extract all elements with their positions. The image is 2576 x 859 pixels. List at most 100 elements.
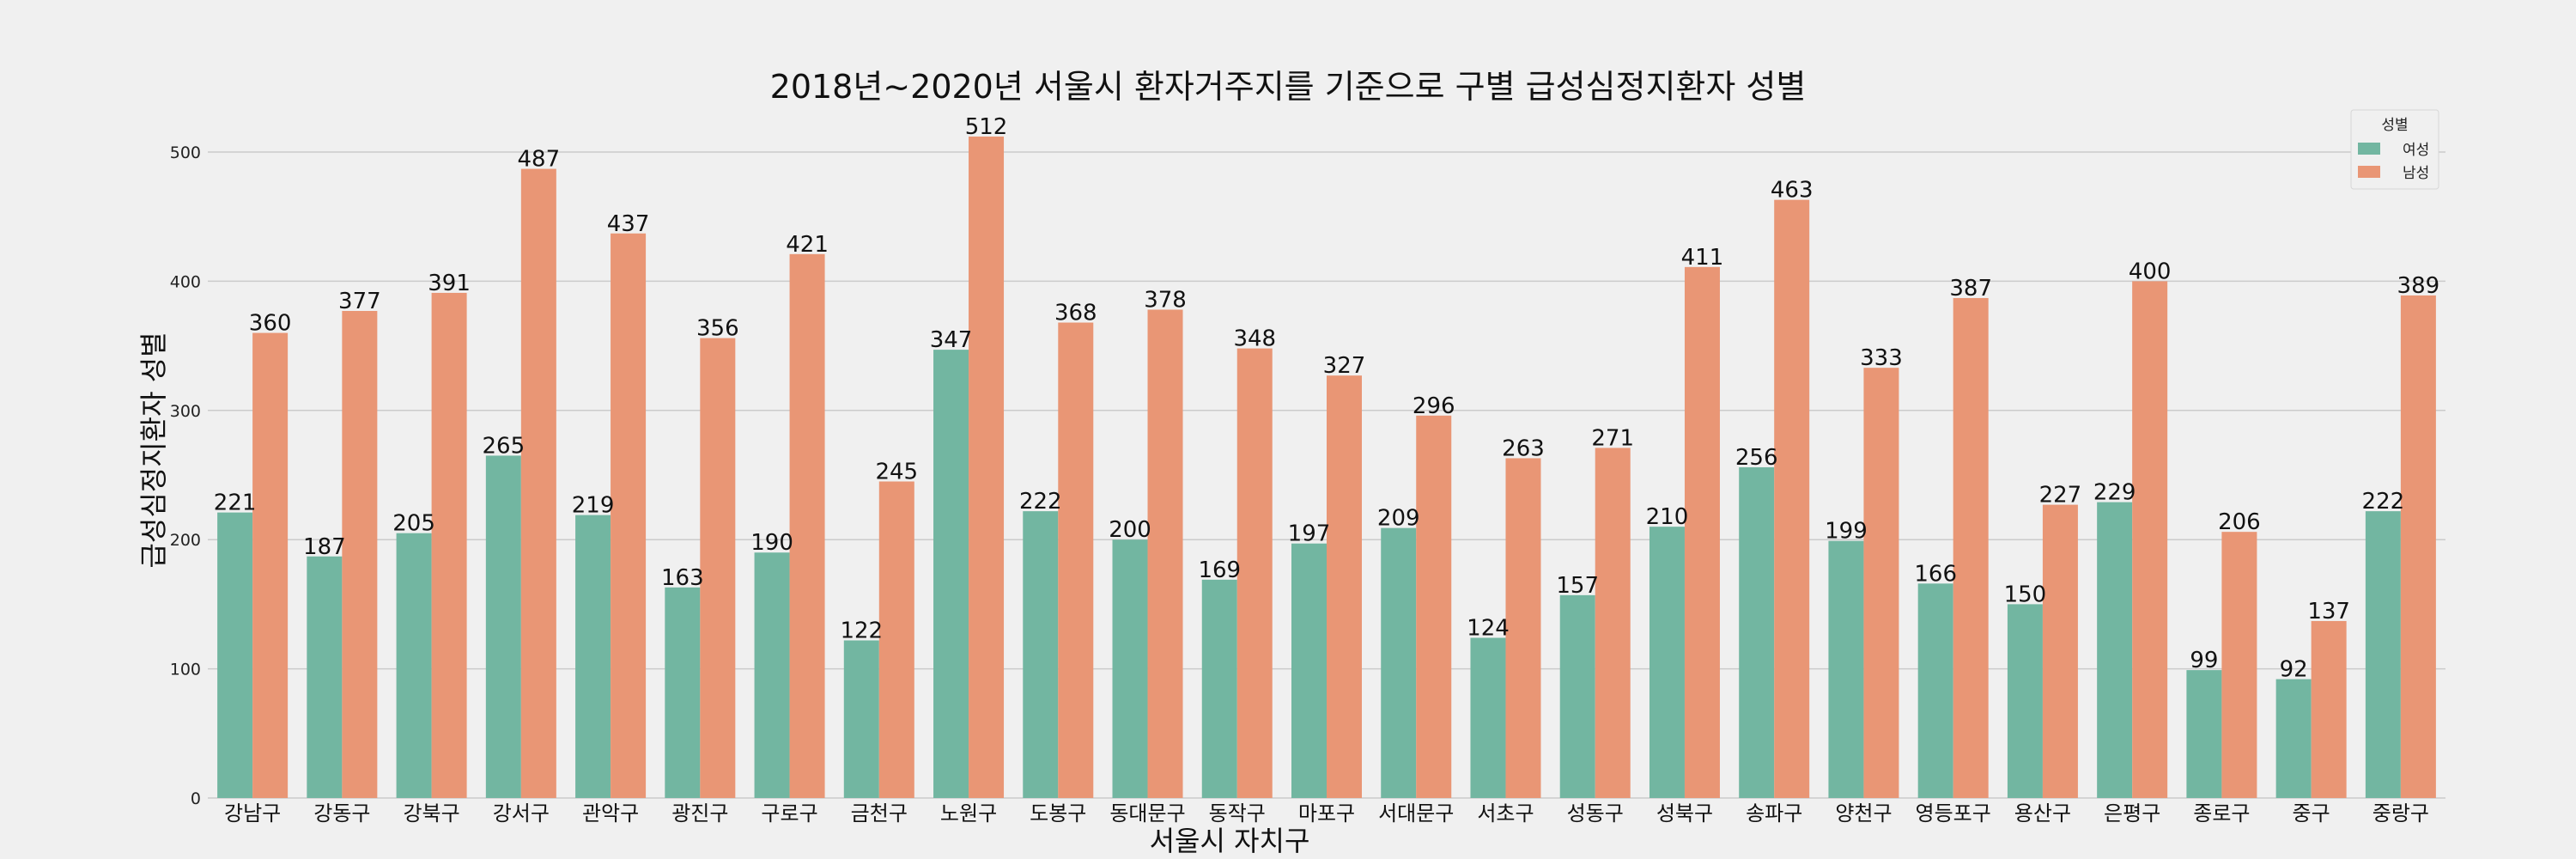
data-label-series-0: 210 — [1646, 504, 1689, 530]
x-tick-label: 성동구 — [1567, 801, 1624, 825]
data-label-series-1: 368 — [1054, 301, 1097, 326]
bar-series-0 — [217, 512, 253, 798]
data-label-series-0: 122 — [840, 618, 883, 644]
x-axis-label: 서울시 자치구 — [1150, 825, 1310, 857]
bar-series-1 — [1236, 348, 1273, 798]
x-tick-label: 성북구 — [1656, 801, 1713, 825]
bar-series-1 — [611, 233, 647, 798]
data-label-series-1: 263 — [1502, 436, 1545, 461]
x-tick-label: 구로구 — [761, 801, 817, 825]
bar-series-0 — [1917, 583, 1953, 798]
legend-swatch-series-1 — [2358, 166, 2380, 178]
data-label-series-1: 348 — [1233, 326, 1276, 352]
bar-series-1 — [520, 168, 556, 798]
bar-series-0 — [575, 515, 611, 798]
x-tick-label: 광진구 — [671, 801, 728, 825]
legend: 성별 여성 남성 — [2350, 109, 2439, 190]
x-tick-label: 양천구 — [1835, 801, 1892, 825]
bar-series-1 — [431, 292, 467, 798]
legend-swatch-series-0 — [2358, 143, 2380, 155]
data-label-series-1: 206 — [2218, 509, 2261, 535]
data-label-series-0: 200 — [1109, 517, 1151, 543]
data-label-series-1: 421 — [786, 232, 829, 258]
data-label-series-1: 356 — [696, 316, 739, 342]
data-label-series-0: 150 — [2004, 582, 2047, 607]
data-label-series-1: 387 — [1949, 276, 1992, 302]
y-tick-label: 200 — [170, 531, 201, 550]
bar-series-0 — [1381, 527, 1417, 798]
data-label-series-0: 169 — [1198, 557, 1241, 583]
bar-series-0 — [307, 556, 343, 798]
bar-series-0 — [1470, 637, 1506, 798]
bars — [217, 136, 2436, 799]
bar-series-0 — [2097, 502, 2133, 798]
data-label-series-0: 209 — [1377, 506, 1420, 532]
bar-series-1 — [1147, 309, 1183, 798]
bar-series-0 — [2186, 670, 2222, 798]
data-label-series-1: 512 — [965, 114, 1008, 140]
bar-series-1 — [2311, 620, 2347, 798]
data-label-series-1: 296 — [1413, 393, 1455, 419]
x-tick-label: 중구 — [2293, 801, 2330, 825]
bar-series-0 — [1201, 579, 1237, 798]
bar-series-1 — [969, 136, 1005, 798]
x-tick-label: 금천구 — [851, 801, 908, 825]
bar-series-1 — [1327, 375, 1362, 798]
bar-series-0 — [1291, 543, 1327, 798]
data-label-series-0: 99 — [2190, 648, 2218, 673]
bar-series-0 — [1559, 594, 1595, 798]
data-label-series-1: 377 — [338, 289, 381, 314]
data-label-series-0: 197 — [1288, 521, 1331, 547]
x-tick-label: 은평구 — [2104, 801, 2160, 825]
legend-label-series-1: 남성 — [2403, 165, 2429, 182]
x-tick-label: 관악구 — [582, 801, 639, 825]
data-label-series-0: 166 — [1914, 561, 1957, 587]
data-label-series-1: 227 — [2039, 483, 2082, 509]
x-tick-label: 강서구 — [493, 801, 550, 825]
data-label-series-0: 163 — [661, 565, 704, 591]
bar-series-0 — [2275, 679, 2312, 798]
chart-title: 2018년~2020년 서울시 환자거주지를 기준으로 구별 급성심정지환자 성… — [770, 68, 1807, 106]
x-tick-label: 송파구 — [1746, 801, 1802, 825]
bar-series-1 — [878, 481, 914, 798]
data-label-series-1: 487 — [518, 147, 561, 173]
x-tick-label: 동대문구 — [1109, 801, 1185, 825]
x-tick-label: 용산구 — [2014, 801, 2071, 825]
data-label-series-1: 378 — [1144, 287, 1187, 313]
bar-series-1 — [2132, 281, 2168, 798]
data-labels: 221 360 187 377 205 391 265 487 219 437 163 356 190 4… — [214, 114, 2439, 683]
data-label-series-0: 347 — [930, 327, 973, 353]
bar-series-1 — [2042, 504, 2078, 798]
bar-series-0 — [843, 640, 879, 798]
bar-series-1 — [1595, 448, 1631, 798]
bar-series-0 — [2007, 604, 2043, 798]
y-tick-label: 100 — [170, 661, 201, 679]
bar-series-1 — [2400, 295, 2436, 799]
bar-series-0 — [2365, 511, 2401, 798]
data-label-series-1: 137 — [2307, 599, 2350, 624]
x-tick-label: 동작구 — [1209, 801, 1266, 825]
bar-series-0 — [396, 533, 432, 798]
data-label-series-1: 437 — [607, 211, 650, 237]
x-tick-label: 영등포구 — [1916, 801, 1991, 825]
x-tick-label: 강북구 — [403, 801, 459, 825]
bar-series-0 — [1828, 540, 1864, 798]
data-label-series-0: 205 — [392, 511, 435, 537]
data-label-series-1: 271 — [1591, 425, 1634, 451]
x-tick-label: 종로구 — [2193, 801, 2250, 825]
bar-series-1 — [1774, 199, 1810, 798]
y-axis-label: 급성심정지환자 성별 — [137, 332, 170, 568]
legend-title: 성별 — [2381, 117, 2408, 134]
data-label-series-0: 199 — [1825, 519, 1868, 545]
bar-series-0 — [933, 350, 969, 798]
data-label-series-0: 187 — [303, 534, 346, 560]
bar-series-1 — [1684, 266, 1720, 799]
x-tick-label: 노원구 — [940, 801, 997, 825]
bar-series-1 — [1863, 368, 1899, 798]
x-tick-label: 강동구 — [313, 801, 370, 825]
y-tick-label: 300 — [170, 402, 201, 421]
data-label-series-0: 190 — [750, 530, 793, 556]
bar-series-0 — [485, 455, 521, 798]
bar-series-1 — [2221, 532, 2257, 798]
data-label-series-1: 400 — [2129, 259, 2172, 284]
